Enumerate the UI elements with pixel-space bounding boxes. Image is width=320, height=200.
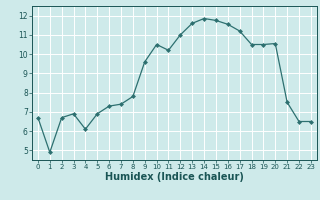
X-axis label: Humidex (Indice chaleur): Humidex (Indice chaleur) xyxy=(105,172,244,182)
